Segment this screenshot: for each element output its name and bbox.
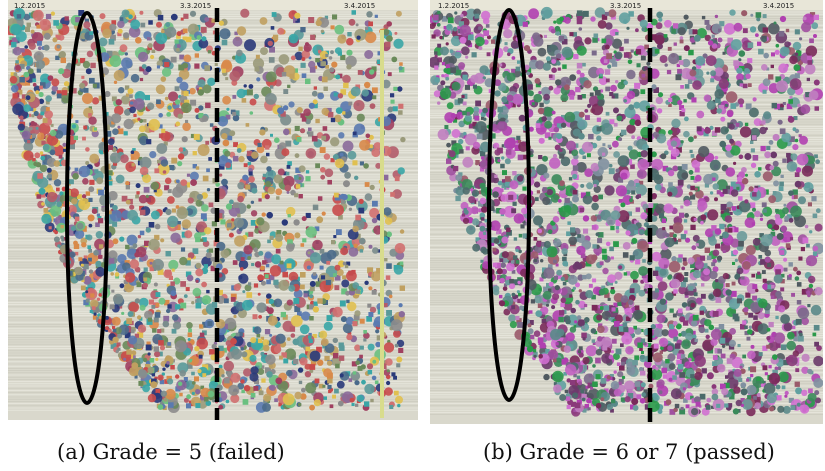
highlight-ellipse (487, 8, 531, 402)
date-label: 3.4.2015 (763, 2, 794, 10)
caption-a: (a) Grade = 5 (failed) (57, 440, 285, 464)
top-strip (430, 0, 823, 10)
date-label: 3.4.2015 (344, 2, 375, 10)
date-label: 3.3.2015 (610, 2, 641, 10)
date-label: 1.2.2015 (438, 2, 469, 10)
scatter-visualization-a: 1.2.2015 3.3.2015 3.4.2015 (8, 0, 418, 420)
caption-b: (b) Grade = 6 or 7 (passed) (483, 440, 775, 464)
scatter-visualization-b: 1.2.2015 3.3.2015 3.4.2015 (430, 0, 823, 424)
side-bar (380, 30, 384, 418)
date-label: 3.3.2015 (180, 2, 211, 10)
panel-grade-6-7-passed: 1.2.2015 3.3.2015 3.4.2015 (430, 0, 823, 424)
top-strip (8, 0, 418, 10)
highlight-ellipse (65, 11, 109, 405)
date-label: 1.2.2015 (14, 2, 45, 10)
dots (8, 7, 406, 413)
panel-grade-5-failed: 1.2.2015 3.3.2015 3.4.2015 (8, 0, 418, 420)
